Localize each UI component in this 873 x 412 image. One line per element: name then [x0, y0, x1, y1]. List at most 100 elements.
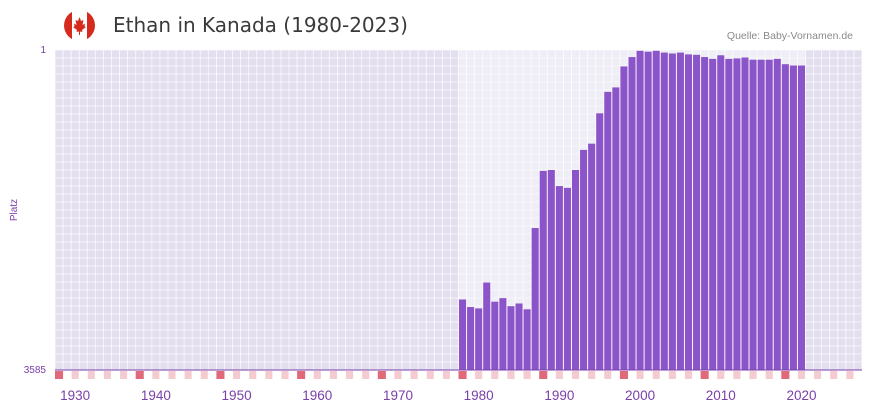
year-marker-1986 [523, 371, 531, 379]
year-marker-1940 [152, 371, 160, 379]
year-marker-1958 [297, 371, 306, 379]
bar-1994 [588, 143, 596, 370]
x-tick-1990: 1990 [544, 388, 574, 403]
bar-1997 [612, 87, 620, 371]
year-marker-1976 [442, 371, 450, 379]
year-marker-2022 [814, 371, 822, 379]
bar-1980 [475, 308, 483, 370]
bar-2009 [709, 58, 717, 370]
year-marker-2016 [765, 371, 773, 379]
bar-2004 [668, 53, 676, 370]
bar-2000 [636, 50, 644, 371]
bar-1996 [604, 91, 612, 370]
year-marker-2008 [700, 371, 709, 379]
year-marker-1994 [588, 371, 596, 379]
year-marker-1934 [103, 371, 111, 379]
year-marker-1938 [135, 371, 144, 379]
bar-1979 [467, 307, 475, 370]
bar-1991 [563, 187, 571, 370]
bar-1988 [539, 170, 547, 370]
year-marker-1988 [539, 371, 548, 379]
bar-2005 [676, 52, 684, 370]
x-tick-1940: 1940 [141, 388, 171, 403]
year-marker-1982 [491, 371, 499, 379]
x-tick-2010: 2010 [706, 388, 736, 403]
year-marker-1932 [87, 371, 95, 379]
source-credit: Quelle: Baby-Vornamen.de [726, 30, 853, 42]
year-marker-2018 [781, 371, 790, 379]
bar-2018 [781, 64, 789, 371]
y-tick-top: 1 [40, 45, 46, 56]
year-marker-2002 [652, 371, 660, 379]
year-marker-1996 [604, 371, 612, 379]
year-marker-1990 [555, 371, 563, 379]
year-marker-2006 [684, 371, 693, 379]
bar-2006 [684, 54, 693, 370]
year-marker-1960 [313, 371, 321, 379]
bar-1990 [555, 186, 563, 370]
chart-title: Ethan in Kanada (1980-2023) [113, 13, 408, 37]
year-marker-2012 [733, 371, 741, 379]
year-marker-1942 [168, 371, 176, 379]
year-marker-1978 [458, 371, 467, 379]
year-marker-1946 [200, 371, 208, 379]
bar-2008 [701, 57, 709, 371]
bar-2013 [741, 57, 749, 370]
year-marker-1928 [55, 371, 64, 379]
x-tick-1960: 1960 [302, 388, 332, 403]
bar-1978 [459, 299, 467, 370]
bar-1998 [620, 66, 628, 370]
year-marker-1950 [233, 371, 241, 379]
bar-1992 [571, 170, 580, 370]
year-marker-1952 [249, 371, 257, 379]
x-tick-2020: 2020 [786, 388, 816, 403]
year-marker-1974 [426, 371, 434, 379]
year-marker-1930 [71, 371, 79, 379]
x-tick-1970: 1970 [383, 388, 413, 403]
bar-2020 [797, 65, 806, 371]
canada-flag-icon [64, 10, 95, 41]
bar-1985 [515, 303, 523, 370]
x-tick-1980: 1980 [464, 388, 494, 403]
bar-2014 [749, 59, 757, 370]
year-marker-2000 [636, 371, 644, 379]
bar-2001 [644, 51, 652, 370]
bar-2017 [773, 58, 781, 370]
year-marker-1984 [507, 371, 515, 379]
year-marker-1944 [184, 371, 192, 379]
bar-2011 [725, 58, 733, 370]
year-marker-2026 [846, 371, 854, 379]
bar-1986 [523, 309, 531, 370]
bar-1993 [580, 149, 588, 370]
bar-2016 [765, 59, 773, 370]
bar-1989 [547, 170, 555, 370]
x-tick-1930: 1930 [60, 388, 90, 403]
year-marker-1970 [394, 371, 402, 379]
bar-1987 [531, 228, 539, 370]
year-marker-1948 [216, 371, 225, 379]
year-marker-1936 [120, 371, 128, 379]
x-tick-2000: 2000 [625, 388, 655, 403]
bar-2015 [757, 59, 765, 370]
year-marker-1980 [475, 371, 483, 379]
year-marker-2004 [668, 371, 676, 379]
year-marker-1962 [329, 371, 337, 379]
y-tick-bottom: 3585 [24, 365, 47, 376]
year-marker-2010 [717, 371, 725, 379]
year-marker-2014 [749, 371, 757, 379]
bar-1984 [507, 306, 515, 370]
year-marker-2020 [797, 371, 806, 379]
bar-1983 [499, 298, 507, 370]
bar-2010 [717, 55, 725, 371]
bar-2003 [660, 52, 668, 370]
x-tick-1950: 1950 [222, 388, 252, 403]
year-marker-1954 [265, 371, 273, 379]
y-axis-label: Platz [9, 199, 20, 221]
year-marker-1964 [346, 371, 354, 379]
year-marker-1968 [377, 371, 386, 379]
year-marker-1966 [362, 371, 370, 379]
year-marker-1972 [410, 371, 418, 379]
bar-1982 [491, 301, 499, 370]
bar-1981 [483, 282, 491, 370]
